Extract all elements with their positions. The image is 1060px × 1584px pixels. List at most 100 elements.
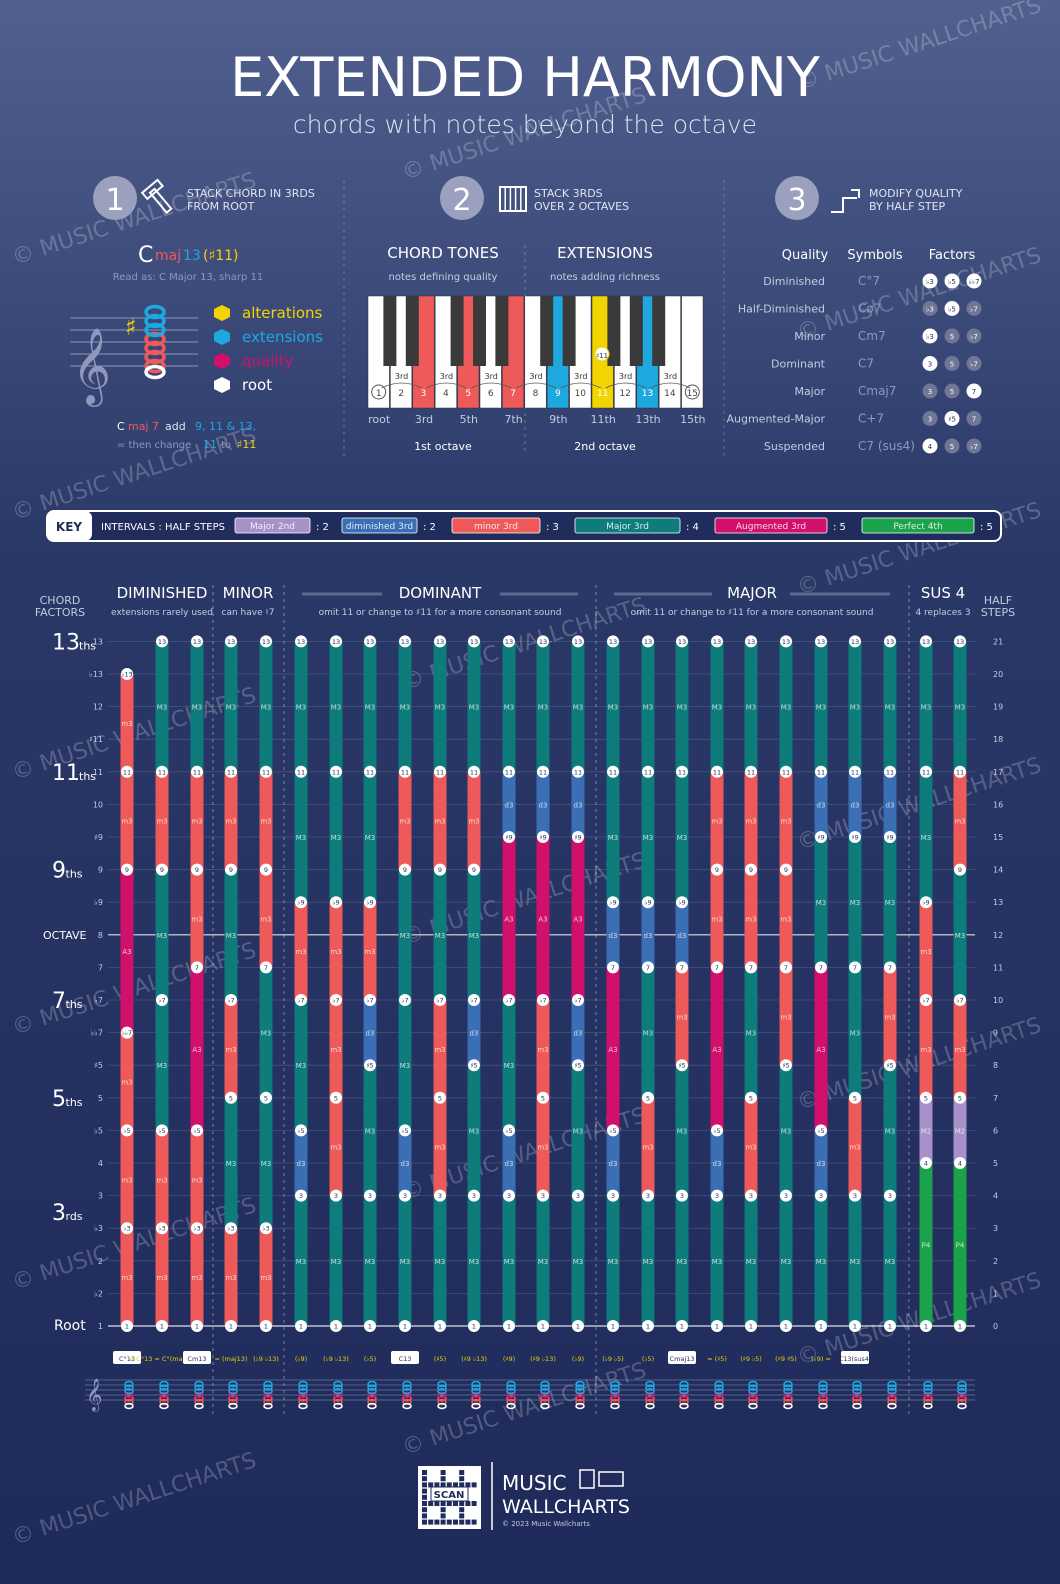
- mini-note: [471, 1391, 481, 1399]
- interval-bar-label: M3: [608, 704, 619, 712]
- mini-note: [679, 1384, 689, 1391]
- key-number: 15: [687, 389, 698, 399]
- piano-icon: [499, 186, 527, 212]
- mini-note: [852, 1387, 862, 1395]
- mini-note: [714, 1384, 724, 1391]
- chord-tone-label: 3: [576, 1192, 580, 1200]
- interval-bar-label: m3: [780, 1013, 791, 1021]
- chord-tone-label: ♭7: [332, 997, 339, 1005]
- mini-note-root: [852, 1402, 862, 1410]
- qr-cell: [446, 1482, 452, 1488]
- interval-bar-label: d3: [817, 801, 826, 809]
- interval-bar: [224, 869, 238, 1000]
- symbol-box: [183, 1351, 211, 1364]
- interval-bar: [571, 1195, 585, 1326]
- interval-bar-label: M3: [643, 704, 654, 712]
- third-label: 3rd: [485, 372, 498, 381]
- interval-bar: [329, 641, 343, 772]
- key-number: 7: [510, 389, 516, 399]
- factor-dot: [922, 411, 938, 426]
- mini-note: [887, 1380, 897, 1388]
- big-factor-suffix: rds: [66, 1210, 83, 1223]
- chord-symbol: (♭9) =: [811, 1355, 831, 1363]
- factor-dot: [966, 328, 982, 344]
- factor-tick: ♭2: [94, 1289, 103, 1298]
- interval-bar: [744, 1195, 758, 1326]
- key-number-dot: [416, 385, 431, 399]
- chord-tone-dot: [954, 994, 966, 1006]
- chord-tone-dot: [156, 765, 168, 778]
- chord-tone-dot: [156, 1124, 168, 1137]
- chord-tone-label: ♭3: [158, 1225, 165, 1233]
- interval-bar: [363, 1195, 377, 1326]
- interval-bar: [190, 1130, 204, 1229]
- chord-tone-dot: [745, 1189, 757, 1202]
- interval-bar: [190, 869, 204, 968]
- chord-tone-label: 1: [715, 1323, 719, 1331]
- interval-bar: [883, 967, 897, 1066]
- chord-symbol: (♯5): [434, 1355, 446, 1363]
- chord-tone-label: 3: [507, 1192, 511, 1200]
- chord-tone-label: 1: [784, 1323, 788, 1331]
- step-text: BY HALF STEP: [869, 200, 946, 213]
- chord-tone-label: 5: [853, 1094, 857, 1102]
- interval-bar: [329, 771, 343, 903]
- chord-tone-label: 13: [366, 638, 374, 646]
- big-factor-label: 3: [52, 1201, 66, 1226]
- interval-bar-label: M3: [781, 704, 792, 712]
- chord-tone-label: 13: [609, 638, 617, 646]
- half-step-tick: 8: [993, 1061, 998, 1070]
- chord-tone-dot: [745, 1320, 757, 1332]
- chord-tone-label: ♭5: [609, 1127, 616, 1135]
- chord-tone-label: 7: [749, 964, 753, 972]
- interval-bar-label: M3: [157, 704, 168, 712]
- qr-cell: [471, 1519, 477, 1525]
- qr-cell: [422, 1476, 427, 1482]
- chord-tone-label: 3: [438, 1192, 442, 1200]
- white-key: [681, 295, 704, 409]
- chord-tone-label: 11: [401, 768, 409, 776]
- chord-tone-dot: [642, 1320, 654, 1332]
- black-key: [383, 296, 397, 366]
- interval-bar-label: A3: [192, 1046, 201, 1054]
- chord-tone-dot: [780, 765, 792, 778]
- key-number-ring: [371, 384, 387, 400]
- chord-tone-label: 3: [334, 1192, 338, 1200]
- chord-tone-dot: [954, 765, 966, 778]
- half-step-tick: 1: [993, 1289, 998, 1298]
- interval-bar-label: A3: [608, 1046, 617, 1054]
- interval-key-bar: KEY INTERVALS : HALF STEPS Major 2nd: 2 dim…: [46, 510, 1002, 542]
- chord-tone-label: 13: [193, 638, 201, 646]
- interval-bar-label: M3: [781, 1258, 792, 1266]
- chord-tone-dot: [572, 1059, 584, 1072]
- interval-bar-label: m3: [745, 1144, 756, 1152]
- mini-note-root: [679, 1402, 689, 1410]
- key-number: 1: [376, 389, 382, 399]
- interval-bar: [571, 1065, 585, 1196]
- chord-tone-label: ♭3: [123, 1225, 130, 1233]
- brand-wallcharts: WALLCHARTS: [502, 1496, 630, 1518]
- interval-bar: [919, 1000, 933, 1098]
- interval-bar-label: m3: [330, 948, 341, 956]
- interval-bar-label: M3: [746, 704, 757, 712]
- interval-bar: [744, 641, 758, 772]
- extensions-sub: notes adding richness: [550, 272, 660, 283]
- interval-bar-label: M3: [192, 704, 203, 712]
- interval-bar-label: M2: [921, 1127, 932, 1135]
- factor-tick: 1: [98, 1322, 103, 1331]
- interval-bar: [919, 1097, 933, 1163]
- chord-tone-dot: [711, 1320, 723, 1332]
- interval-bar-label: M3: [504, 1258, 515, 1266]
- chord-tone-dot: [225, 635, 237, 648]
- factor-tick: 7: [98, 963, 103, 972]
- interval-bar: [502, 837, 516, 1000]
- chord-tone-label: ♭9: [922, 899, 929, 907]
- chord-symbol: C°13: [119, 1355, 135, 1363]
- factor-label: 3: [928, 361, 932, 369]
- chord-tone-label: 3: [368, 1192, 372, 1200]
- mini-note: [923, 1391, 933, 1399]
- recipe-add: add: [165, 420, 186, 433]
- factor-dot: [944, 411, 960, 426]
